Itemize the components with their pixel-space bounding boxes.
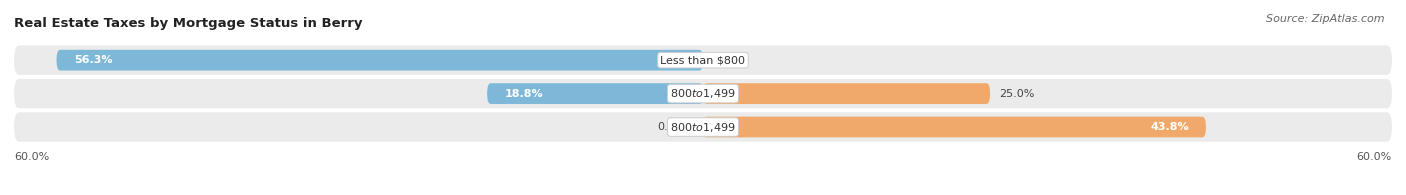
Text: Less than $800: Less than $800 — [661, 55, 745, 65]
FancyBboxPatch shape — [486, 83, 703, 104]
FancyBboxPatch shape — [703, 83, 990, 104]
Text: 60.0%: 60.0% — [1357, 152, 1392, 162]
Text: Source: ZipAtlas.com: Source: ZipAtlas.com — [1267, 14, 1385, 24]
Text: 25.0%: 25.0% — [1000, 89, 1035, 99]
Text: 60.0%: 60.0% — [14, 152, 49, 162]
FancyBboxPatch shape — [14, 79, 1392, 108]
Text: $800 to $1,499: $800 to $1,499 — [671, 87, 735, 100]
Text: $800 to $1,499: $800 to $1,499 — [671, 121, 735, 134]
FancyBboxPatch shape — [56, 50, 703, 71]
Text: 43.8%: 43.8% — [1150, 122, 1188, 132]
FancyBboxPatch shape — [703, 117, 1206, 137]
Text: Real Estate Taxes by Mortgage Status in Berry: Real Estate Taxes by Mortgage Status in … — [14, 17, 363, 30]
Text: 56.3%: 56.3% — [73, 55, 112, 65]
FancyBboxPatch shape — [14, 112, 1392, 142]
Text: 0.0%: 0.0% — [658, 122, 686, 132]
Text: 18.8%: 18.8% — [505, 89, 543, 99]
FancyBboxPatch shape — [14, 45, 1392, 75]
Text: 0.0%: 0.0% — [720, 55, 748, 65]
